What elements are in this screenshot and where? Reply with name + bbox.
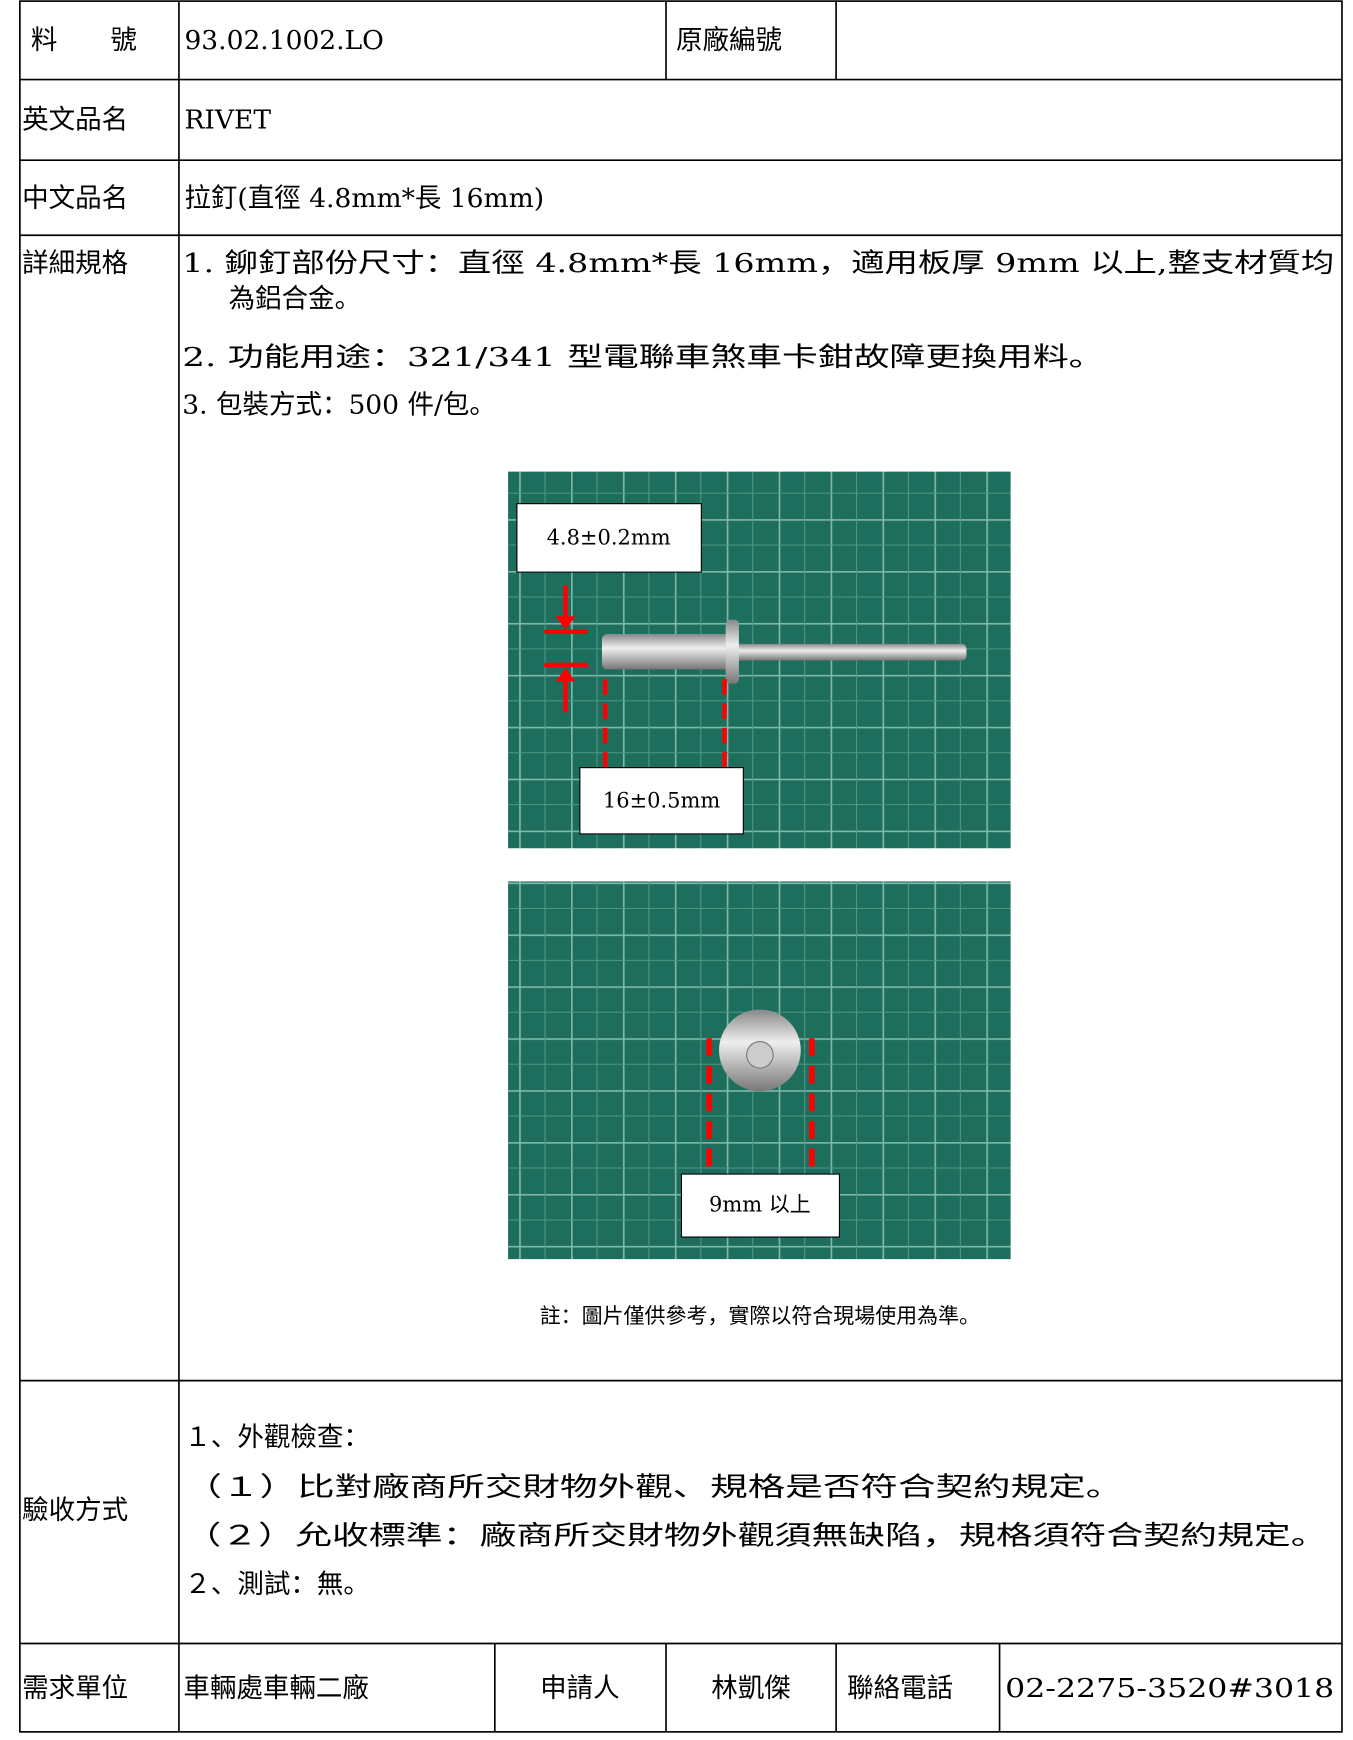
acceptance-line: （２）允收標準：廠商所交財物外觀須無缺陷，規格須符合契約規定。	[184, 1520, 1327, 1551]
label: 中文品名	[22, 183, 128, 214]
label: 申請人	[540, 1673, 620, 1704]
label: 需求單位	[22, 1673, 128, 1704]
note: 註：圖片僅供參考，實際以符合現場使用為準。	[540, 1304, 980, 1328]
annotation: 4.8±0.2mm	[547, 525, 671, 549]
acceptance-line: ２、測試：無。	[184, 1569, 370, 1600]
acceptance-line: １、外觀檢查：	[184, 1422, 370, 1453]
annotation: 9mm 以上	[709, 1193, 811, 1217]
acceptance-line: （１）比對廠商所交財物外觀、規格是否符合契約規定。	[184, 1472, 1123, 1503]
value: 93.02.1002.LO	[184, 25, 383, 56]
table-borders	[19, 0, 1343, 1733]
value: 拉釘(直徑 4.8mm*長 16mm)	[184, 183, 544, 214]
value: 02-2275-3520#3018	[1005, 1673, 1334, 1704]
label: 原廠編號	[676, 25, 782, 56]
photo-side: 4.8±0.2mm 16±0.5mm	[508, 471, 1011, 849]
spec-line: 2. 功能用途：321/341 型電聯車煞車卡鉗故障更換用料。	[182, 342, 1104, 373]
label: 英文品名	[22, 104, 128, 135]
label: 料 號	[31, 25, 137, 56]
label: 聯絡電話	[847, 1673, 953, 1704]
value: RIVET	[184, 104, 271, 135]
annotation: 16±0.5mm	[603, 788, 720, 812]
label: 驗收方式	[22, 1495, 128, 1526]
spec-line: 1. 鉚釘部份尺寸：直徑 4.8mm*長 16mm，適用板厚 9mm 以上,整支…	[182, 248, 1334, 279]
spec-line: 為鋁合金。	[229, 283, 362, 314]
photo-end: 9mm 以上	[508, 881, 1011, 1260]
value: 車輛處車輛二廠	[183, 1673, 368, 1704]
spec-line: 3. 包裝方式：500 件/包。	[182, 389, 496, 420]
label: 詳細規格	[22, 248, 128, 279]
value: 林凱傑	[711, 1673, 791, 1704]
